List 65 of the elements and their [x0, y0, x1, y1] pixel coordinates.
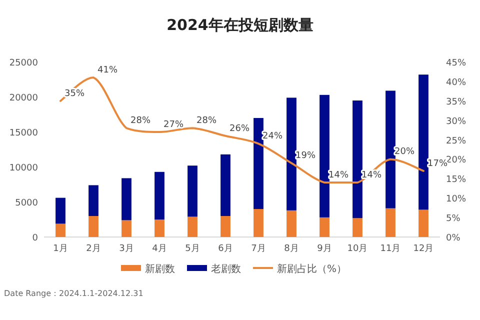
data-label: 19% — [296, 151, 316, 162]
y-tick-label: 10000 — [9, 164, 38, 174]
x-tick-label: 4月 — [152, 244, 167, 254]
bar — [88, 185, 98, 216]
data-label: 27% — [164, 120, 184, 130]
bar — [320, 94, 330, 218]
bar — [220, 154, 230, 216]
x-tick-label: 12月 — [413, 244, 434, 254]
bar — [188, 216, 198, 237]
data-label: 41% — [98, 66, 118, 76]
y2-tick-label: 0% — [446, 234, 461, 244]
bar — [154, 172, 164, 220]
x-tick-label: 5月 — [185, 244, 200, 254]
y2-tick-label: 35% — [446, 97, 466, 108]
y2-tick-label: 10% — [446, 194, 466, 205]
bar — [320, 217, 330, 237]
y-tick-label: 0 — [32, 234, 38, 244]
x-tick-label: 7月 — [251, 244, 266, 254]
y-tick-label: 20000 — [9, 94, 38, 104]
y2-tick-label: 5% — [446, 214, 461, 224]
x-tick-label: 2月 — [86, 244, 101, 254]
y2-tick-label: 15% — [446, 175, 466, 186]
bar — [352, 218, 362, 237]
bar — [56, 198, 66, 224]
data-label: 28% — [130, 116, 151, 126]
x-tick-label: 6月 — [218, 244, 233, 254]
y2-tick-label: 25% — [446, 136, 466, 146]
bar — [286, 98, 296, 210]
x-tick-label: 11月 — [380, 244, 401, 254]
x-tick-label: 1月 — [53, 244, 68, 254]
bar — [386, 90, 396, 208]
legend-label: 新剧数 — [145, 263, 175, 275]
x-tick-label: 9月 — [317, 244, 332, 254]
bar — [418, 74, 428, 210]
bar — [154, 220, 164, 237]
bar — [88, 216, 98, 237]
bar — [220, 216, 230, 237]
x-tick-label: 10月 — [347, 244, 368, 254]
text: Date Range：2024.1.1-2024.12.31 — [4, 289, 144, 298]
chart-title: 2024年在投短剧数量 — [166, 16, 314, 34]
y2-tick-label: 45% — [446, 58, 466, 68]
bar — [418, 210, 428, 237]
y-tick-label: 25000 — [9, 58, 38, 68]
y2-tick-label: 30% — [446, 116, 466, 127]
data-label: 26% — [230, 124, 250, 134]
bar — [254, 118, 264, 209]
y-tick-label: 15000 — [9, 128, 38, 138]
x-tick-label: 3月 — [119, 244, 134, 254]
bar — [188, 166, 198, 217]
data-label: 17% — [428, 158, 448, 169]
bar — [352, 100, 362, 218]
y2-tick-label: 40% — [446, 78, 466, 88]
bar — [122, 178, 132, 220]
y-tick-label: 5000 — [15, 198, 38, 208]
data-label: 28% — [196, 116, 217, 126]
bar — [386, 208, 396, 237]
bar — [122, 220, 132, 237]
bar — [254, 209, 264, 237]
x-tick-label: 8月 — [284, 244, 299, 254]
y2-tick-label: 20% — [446, 156, 466, 166]
data-label: 14% — [328, 170, 349, 181]
bar — [56, 224, 66, 237]
legend-label: 新剧占比（%） — [277, 263, 347, 275]
legend-label: 老剧数 — [211, 263, 241, 275]
bar — [286, 210, 296, 237]
